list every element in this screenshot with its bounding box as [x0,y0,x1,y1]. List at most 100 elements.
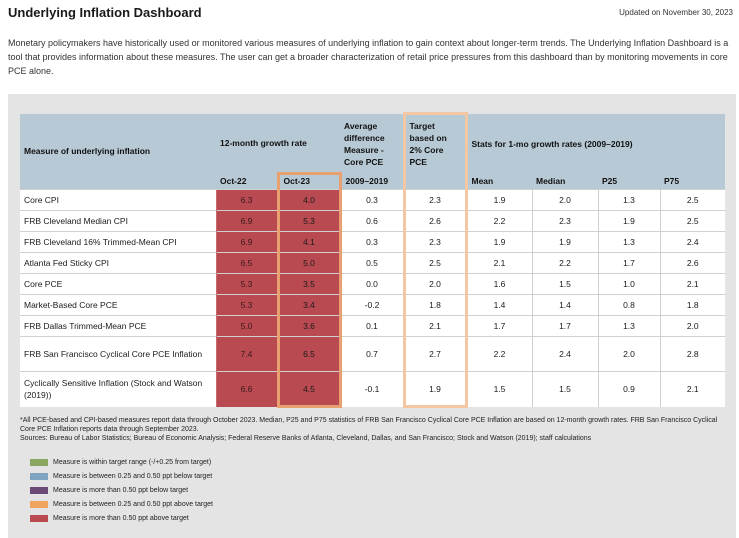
median-value: 2.2 [531,252,598,274]
mean-value: 1.7 [465,315,532,337]
measure-name: FRB Cleveland Median CPI [20,210,216,232]
p25-value: 1.3 [597,231,660,253]
mean-value: 2.1 [465,252,532,274]
legend-label: Measure is between 0.25 and 0.50 ppt bel… [53,473,213,480]
target-value: 2.3 [402,189,468,211]
p25-value: 1.3 [597,315,660,337]
p25-value: 1.9 [597,210,660,232]
legend-swatch-blue [30,473,48,480]
table-row: FRB Cleveland Median CPI 6.9 5.3 0.6 2.6… [20,210,726,232]
header-measure: Measure of underlying inflation [20,113,216,190]
legend-label: Measure is more than 0.50 ppt above targ… [53,515,189,522]
p25-value: 0.8 [597,294,660,316]
table-row: Market-Based Core PCE 5.3 3.4 -0.2 1.8 1… [20,294,726,316]
oct22-value: 6.3 [215,189,278,211]
p25-value: 1.7 [597,252,660,274]
inflation-table: Measure of underlying inflation 12-month… [20,112,726,408]
intro-paragraph: Monetary policymakers have historically … [8,38,729,76]
median-value: 1.5 [531,371,598,407]
oct23-value: 4.0 [276,189,342,211]
legend-item: Measure is between 0.25 and 0.50 ppt abo… [30,498,213,511]
mean-value: 1.4 [465,294,532,316]
oct23-value: 6.5 [276,336,342,372]
mean-value: 1.5 [465,371,532,407]
avg-diff-value: 0.7 [339,336,404,372]
subheader-period: 2009–2019 [340,173,404,190]
avg-diff-value: 0.3 [339,231,404,253]
p25-value: 1.0 [597,273,660,295]
legend-swatch-orange [30,501,48,508]
p75-value: 2.1 [659,273,726,295]
oct22-value: 5.3 [215,273,278,295]
mean-value: 2.2 [465,210,532,232]
measure-name: Market-Based Core PCE [20,294,216,316]
measure-name: Core PCE [20,273,216,295]
table-row: FRB Cleveland 16% Trimmed-Mean CPI 6.9 4… [20,231,726,253]
mean-value: 1.6 [465,273,532,295]
target-value: 2.3 [402,231,468,253]
header-stats: Stats for 1-mo growth rates (2009–2019) [466,113,726,174]
table-row: Cyclically Sensitive Inflation (Stock an… [20,371,726,408]
avg-diff-value: 0.0 [339,273,404,295]
subheader-median: Median [532,173,598,190]
legend-swatch-purple [30,487,48,494]
median-value: 1.5 [531,273,598,295]
subheader-target-blank [402,173,468,190]
oct22-value: 6.9 [215,231,278,253]
oct22-value: 5.3 [215,294,278,316]
target-value: 1.9 [402,371,468,408]
table-row: FRB San Francisco Cyclical Core PCE Infl… [20,336,726,372]
median-value: 1.7 [531,315,598,337]
oct22-value: 7.4 [215,336,278,372]
legend-swatch-green [30,459,48,466]
legend-label: Measure is between 0.25 and 0.50 ppt abo… [53,501,213,508]
p25-value: 0.9 [597,371,660,407]
mean-value: 2.2 [465,336,532,372]
target-value: 2.6 [402,210,468,232]
median-value: 2.3 [531,210,598,232]
table-row: Core CPI 6.3 4.0 0.3 2.3 1.9 2.0 1.3 2.5 [20,189,726,211]
table-notes: *All PCE-based and CPI-based measures re… [20,416,728,443]
p75-value: 2.0 [659,315,726,337]
sources-note: Sources: Bureau of Labor Statistics; Bur… [20,435,592,442]
legend-label: Measure is within target range (-/+0.25 … [53,459,212,466]
page-title: Underlying Inflation Dashboard [8,5,202,20]
p25-value: 2.0 [597,336,660,372]
measure-name: Cyclically Sensitive Inflation (Stock an… [20,371,216,407]
legend-item: Measure is within target range (-/+0.25 … [30,456,213,469]
inflation-table-wrap: Measure of underlying inflation 12-month… [20,112,726,408]
header-target: Target based on 2% Core PCE [402,112,468,174]
target-value: 2.5 [402,252,468,274]
color-legend: Measure is within target range (-/+0.25 … [30,456,213,526]
subheader-p75: P75 [660,173,726,190]
legend-item: Measure is more than 0.50 ppt below targ… [30,484,213,497]
header-growth-rate: 12-month growth rate [216,113,340,174]
p75-value: 2.6 [659,252,726,274]
target-value: 1.8 [402,294,468,316]
measure-name: FRB Cleveland 16% Trimmed-Mean CPI [20,231,216,253]
p75-value: 2.5 [659,189,726,211]
median-value: 2.0 [531,189,598,211]
avg-diff-value: -0.1 [339,371,404,407]
mean-value: 1.9 [465,231,532,253]
subheader-oct22: Oct-22 [216,173,278,190]
median-value: 1.4 [531,294,598,316]
footnote: *All PCE-based and CPI-based measures re… [20,417,718,433]
legend-item: Measure is between 0.25 and 0.50 ppt bel… [30,470,213,483]
subheader-mean: Mean [466,173,532,190]
oct23-value: 3.5 [276,273,342,295]
median-value: 1.9 [531,231,598,253]
oct23-value: 3.4 [276,294,342,316]
target-value: 2.1 [402,315,468,337]
oct23-value: 3.6 [276,315,342,337]
oct22-value: 6.5 [215,252,278,274]
target-value: 2.7 [402,336,468,372]
target-value: 2.0 [402,273,468,295]
updated-date: Updated on November 30, 2023 [619,8,733,17]
measure-name: FRB San Francisco Cyclical Core PCE Infl… [20,336,216,372]
measure-name: Atlanta Fed Sticky CPI [20,252,216,274]
dashboard-panel: Measure of underlying inflation 12-month… [8,94,736,538]
subheader-oct23: Oct-23 [276,172,342,190]
table-row: Core PCE 5.3 3.5 0.0 2.0 1.6 1.5 1.0 2.1 [20,273,726,295]
subheader-p25: P25 [598,173,660,190]
